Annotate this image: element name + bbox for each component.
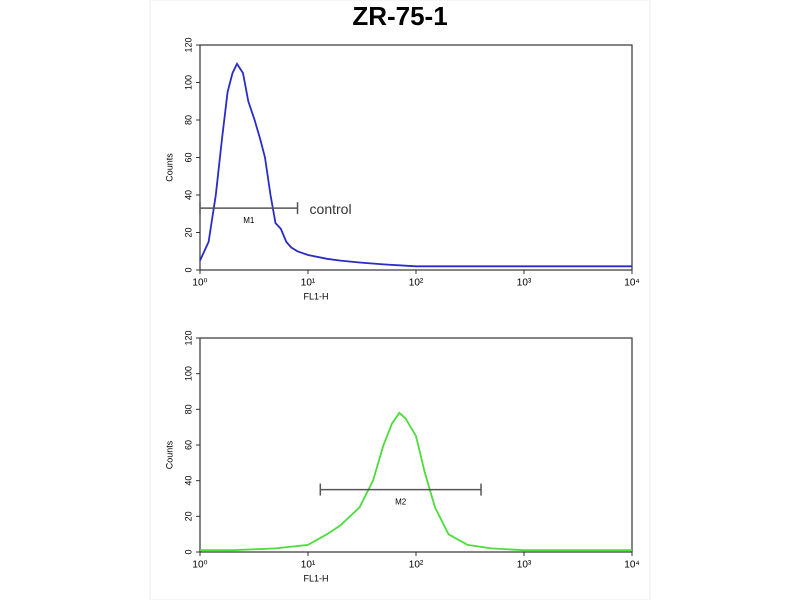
x-tick-label: 10⁰: [192, 278, 207, 289]
y-tick-label: 60: [183, 152, 193, 162]
y-tick-label: 0: [183, 549, 193, 554]
x-axis-label: FL1-H: [303, 573, 328, 583]
x-tick-label: 10²: [409, 278, 424, 289]
y-tick-label: 20: [183, 511, 193, 521]
y-tick-label: 40: [183, 190, 193, 200]
histogram-line: [200, 411, 632, 552]
gate-label: M1: [243, 216, 255, 225]
gate-label: M2: [395, 498, 407, 507]
y-tick-label: 20: [183, 227, 193, 237]
y-tick-label: 80: [183, 115, 193, 125]
x-tick-label: 10⁴: [624, 278, 639, 289]
y-tick-label: 120: [183, 330, 193, 345]
x-tick-label: 10¹: [301, 560, 316, 571]
panel: [149, 0, 651, 601]
x-tick-label: 10²: [409, 560, 424, 571]
x-axis-label: FL1-H: [303, 291, 328, 301]
y-tick-label: 80: [183, 404, 193, 414]
y-axis-label: Counts: [164, 153, 174, 182]
y-tick-label: 0: [183, 267, 193, 272]
y-tick-label: 120: [183, 37, 193, 52]
chart-title: ZR-75-1: [352, 1, 447, 31]
annotation: control: [310, 201, 352, 217]
x-tick-label: 10⁴: [624, 560, 639, 571]
y-tick-label: 100: [183, 366, 193, 381]
x-tick-label: 10⁰: [192, 560, 207, 571]
x-tick-label: 10³: [517, 560, 532, 571]
x-tick-label: 10¹: [301, 278, 316, 289]
y-tick-label: 100: [183, 75, 193, 90]
y-tick-label: 40: [183, 476, 193, 486]
y-tick-label: 60: [183, 440, 193, 450]
y-axis-label: Counts: [164, 440, 174, 469]
x-tick-label: 10³: [517, 278, 532, 289]
histogram-line: [199, 61, 632, 268]
